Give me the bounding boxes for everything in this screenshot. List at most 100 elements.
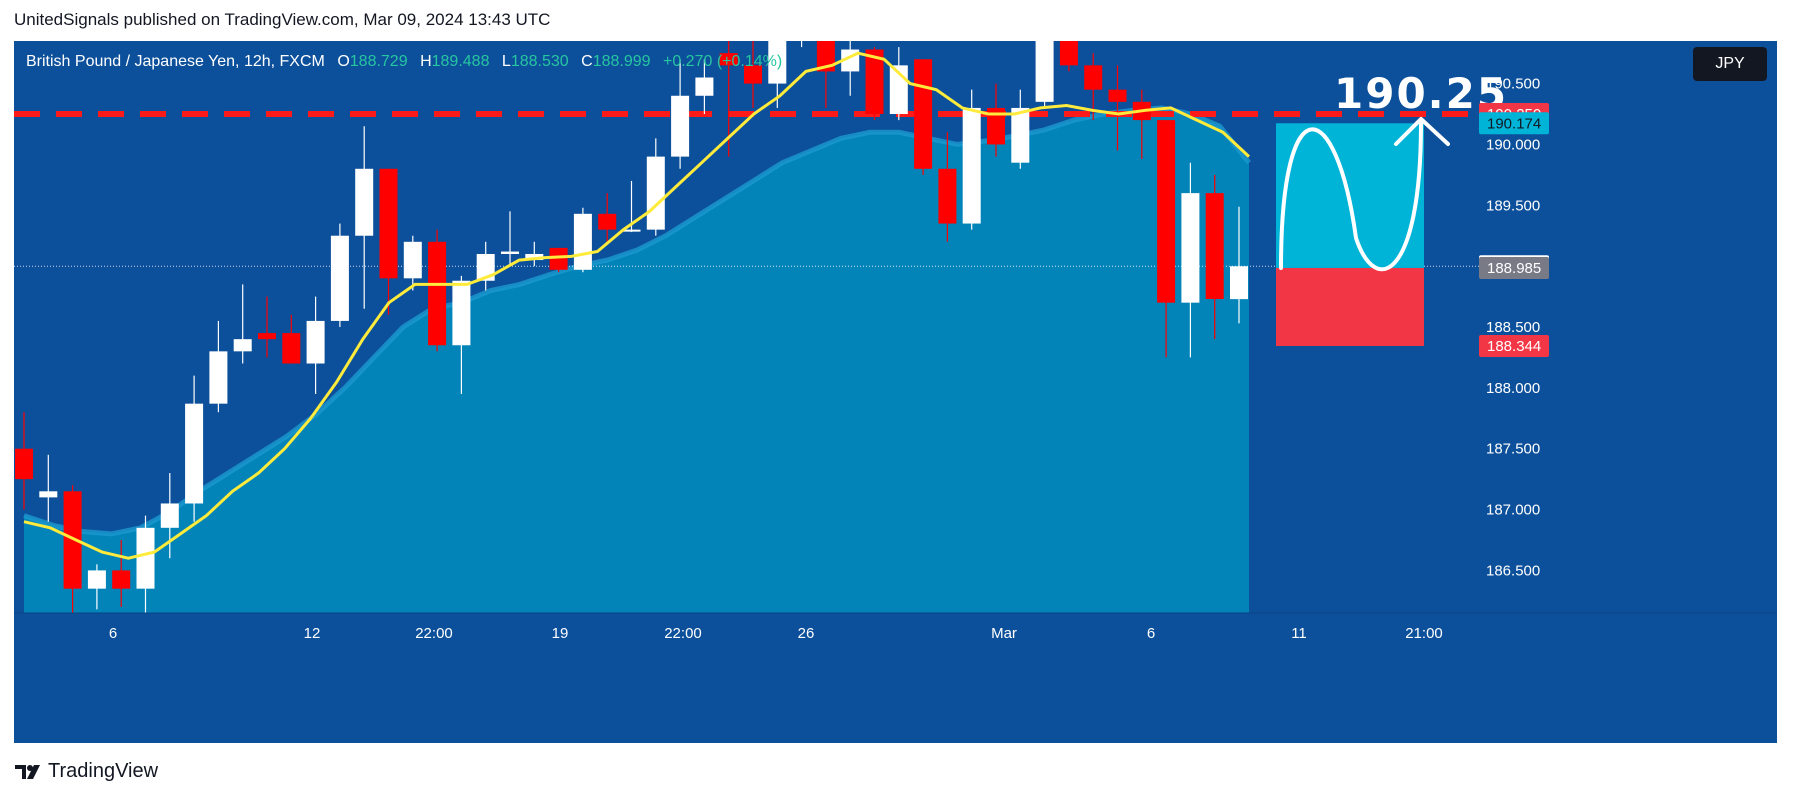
x-tick-label: 6	[1147, 625, 1155, 642]
candle	[355, 126, 374, 309]
price-label-bg	[1479, 256, 1549, 279]
candle-body	[816, 41, 835, 72]
candle-body	[403, 241, 422, 279]
close-label: C	[581, 53, 593, 70]
open-label: O	[337, 53, 350, 70]
projection-arrow	[1394, 117, 1450, 147]
candle	[598, 193, 617, 242]
candle-body	[355, 168, 374, 236]
candle	[112, 539, 131, 607]
x-tick-label: 19	[552, 625, 569, 642]
close-value: 188.999	[592, 53, 651, 70]
candle	[914, 59, 933, 175]
candle-body	[646, 156, 665, 230]
candle-body	[379, 168, 398, 279]
candle	[1035, 41, 1054, 108]
candle-body	[573, 213, 592, 270]
y-tick-label: 190.500	[1486, 76, 1540, 93]
price-label: 188.985	[1479, 256, 1549, 279]
loss-zone	[1276, 267, 1424, 346]
candle	[258, 296, 276, 358]
candle-body	[160, 503, 179, 528]
candle-body	[452, 280, 471, 346]
candle	[938, 132, 957, 242]
high-label: H	[420, 53, 432, 70]
ema-line	[23, 51, 1251, 560]
candle-body	[914, 59, 933, 169]
candle-body	[744, 65, 762, 84]
candle	[889, 47, 908, 121]
tradingview-logo-icon	[15, 764, 40, 779]
chart-frame[interactable]: 190.25 186.500 187.000 187.500 188.000 188.50…	[14, 41, 1777, 743]
x-tick-label: 22:00	[664, 625, 702, 642]
y-tick-label: 188.000	[1486, 380, 1540, 397]
candle	[501, 211, 519, 267]
candle	[865, 47, 884, 121]
symbol-name: British Pound / Japanese Yen, 12h, FXCM	[26, 53, 325, 70]
tradingview-brand: TradingView	[48, 760, 159, 782]
publish-info: UnitedSignals published on TradingView.c…	[14, 10, 551, 29]
candle	[185, 375, 204, 522]
y-tick-label: 186.500	[1486, 562, 1540, 579]
candle-body	[476, 253, 495, 281]
candle	[573, 207, 592, 273]
candle-body	[549, 247, 568, 270]
candle-body	[598, 213, 617, 230]
candle	[209, 320, 228, 413]
candle-body	[112, 570, 131, 589]
price-label-bg	[1479, 112, 1549, 135]
candle	[1059, 41, 1078, 72]
candle	[841, 41, 860, 96]
candle-body	[719, 53, 738, 66]
candle-body	[1011, 107, 1030, 163]
price-chart[interactable]: 190.25 186.500 187.000 187.500 188.000 188.50…	[14, 41, 1777, 743]
candle	[549, 247, 568, 273]
candle	[744, 41, 762, 108]
price-label-text: 188.985	[1487, 260, 1541, 277]
candle	[695, 59, 714, 115]
y-tick-label: 188.500	[1486, 319, 1540, 336]
candle	[816, 41, 835, 108]
candle-body	[233, 339, 252, 352]
candle	[39, 454, 58, 522]
price-label-text: 190.174	[1487, 115, 1541, 132]
candle-body	[306, 320, 325, 364]
price-label-text: 188.344	[1487, 338, 1541, 355]
currency-button[interactable]: JPY	[1693, 47, 1767, 81]
x-tick-label: 11	[1291, 625, 1307, 642]
candle	[1157, 120, 1176, 358]
candle	[1011, 89, 1030, 169]
symbol-ohlc-bar: British Pound / Japanese Yen, 12h, FXCM …	[26, 53, 782, 71]
candle	[646, 138, 665, 236]
candle	[800, 41, 803, 48]
candle	[15, 412, 33, 510]
candle-body	[671, 95, 690, 157]
tradingview-footer[interactable]: TradingView	[14, 760, 158, 783]
candle	[160, 473, 179, 559]
plot-group	[14, 41, 1479, 613]
candle	[1230, 206, 1248, 324]
high-value: 189.488	[431, 53, 490, 70]
candle-body	[1108, 89, 1127, 102]
candle	[1205, 174, 1224, 340]
candle	[962, 89, 981, 230]
open-value: 188.729	[349, 53, 408, 70]
candle	[452, 275, 471, 394]
candle-body	[330, 235, 349, 321]
area-fill	[24, 107, 1249, 613]
candle	[768, 41, 787, 108]
candle-body	[15, 448, 33, 480]
candle	[476, 241, 495, 291]
candle-body	[525, 253, 544, 261]
candle-body	[185, 403, 204, 504]
change-value: +0.270 (+0.14%)	[662, 53, 783, 70]
candle-body	[209, 351, 228, 404]
candle-body	[1205, 193, 1224, 300]
candle-body	[865, 49, 884, 115]
candle-body	[1230, 266, 1248, 300]
y-tick-label: 189.500	[1486, 197, 1540, 214]
price-label: 188.344	[1479, 334, 1549, 357]
candle	[282, 314, 301, 364]
candle-body	[1157, 120, 1176, 303]
candle-body	[938, 168, 957, 224]
